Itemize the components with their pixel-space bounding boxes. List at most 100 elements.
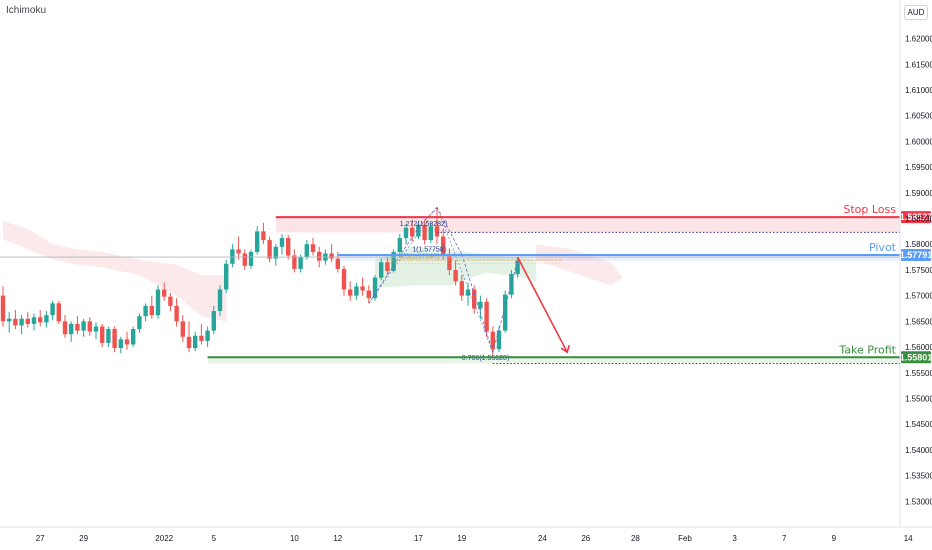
candle-body	[124, 339, 130, 345]
pattern-leg	[436, 207, 463, 255]
candle-body	[422, 224, 427, 241]
candle-body	[217, 289, 223, 312]
fib-label: 1.272(1.58282)	[400, 221, 447, 228]
candle-body	[304, 244, 309, 258]
candle-body	[149, 305, 154, 316]
price-tick-label: 1.61000	[905, 86, 932, 95]
indicator-name: Ichimoku	[6, 5, 47, 16]
candle-body	[193, 335, 198, 349]
candle-body	[236, 249, 241, 254]
candle-body	[286, 238, 291, 256]
candle-body	[93, 326, 99, 332]
take-profit-zone	[207, 356, 901, 364]
candle-body	[230, 249, 235, 264]
candle-body	[279, 238, 285, 247]
candle-body	[360, 286, 365, 291]
candle-body	[447, 254, 452, 270]
candle-body	[267, 240, 272, 259]
time-tick-label: 24	[538, 534, 547, 543]
time-tick-label: Feb	[678, 534, 692, 543]
candle-body	[7, 318, 12, 322]
stop-loss-zone	[275, 216, 900, 233]
candle-body	[38, 317, 43, 323]
candle-body	[31, 317, 37, 324]
trade-zones	[207, 216, 901, 364]
price-tick-label: 1.57000	[905, 292, 932, 301]
time-tick-label: 17	[414, 534, 423, 543]
candle-body	[87, 321, 92, 332]
stop-loss-price-tag-text: 1.58527	[900, 212, 932, 222]
candle-body	[162, 289, 167, 297]
time-tick-label: 9	[832, 534, 837, 543]
candle-body	[261, 231, 266, 241]
time-tick-label: 12	[333, 534, 342, 543]
candle-body	[100, 326, 105, 343]
candle-body	[397, 238, 402, 252]
candle-body	[199, 335, 204, 341]
candle-body	[335, 258, 340, 269]
pattern-leg	[492, 260, 518, 353]
candle-body	[329, 253, 334, 259]
candle-body	[50, 303, 55, 316]
currency-badge[interactable]: AUD	[904, 5, 928, 20]
target-arrow-head	[560, 344, 570, 354]
candle-body	[19, 318, 24, 326]
cloud-red	[3, 221, 227, 322]
candle-body	[410, 227, 415, 237]
pivot-price-tag	[901, 248, 931, 261]
candle-body	[13, 318, 18, 326]
candle-body	[465, 289, 471, 296]
candle-body	[81, 321, 86, 331]
candle-body	[478, 301, 483, 309]
candle-body	[186, 336, 192, 349]
time-tick-label: 5	[212, 534, 217, 543]
candle-body	[310, 244, 316, 252]
candle-body	[255, 231, 260, 252]
candle-body	[403, 227, 409, 239]
candle-body	[354, 286, 359, 296]
candle-body	[25, 318, 30, 324]
price-tick-label: 1.59000	[905, 189, 932, 198]
candle-body	[155, 289, 161, 316]
candle-body	[459, 281, 464, 296]
time-tick-label: 2022	[155, 534, 173, 543]
price-tick-label: 1.59500	[905, 163, 932, 172]
price-tick-label: 1.53000	[905, 497, 932, 506]
take-profit-price-tag-text: 1.55801	[900, 352, 932, 362]
candle-body	[434, 226, 440, 237]
candle-body	[391, 251, 396, 271]
candle-body	[224, 263, 229, 290]
price-tick-label: 1.53500	[905, 472, 932, 481]
candle-body	[0, 295, 6, 322]
candle-body	[143, 305, 148, 317]
candle-body	[472, 289, 477, 309]
candle-body	[366, 290, 371, 299]
time-tick-label: 19	[457, 534, 466, 543]
candle-body	[292, 255, 297, 269]
stop-loss-label: Stop Loss	[843, 203, 896, 216]
price-tick-label: 1.55000	[905, 394, 932, 403]
price-tick-label: 1.60000	[905, 137, 932, 146]
fib-label: 1(1.57758)	[412, 246, 446, 253]
candle-body	[490, 331, 495, 350]
candle-body	[242, 253, 247, 266]
price-tick-label: 1.54500	[905, 420, 932, 429]
candle-body	[441, 236, 446, 255]
time-tick-label: 27	[36, 534, 45, 543]
candle-body	[503, 294, 508, 331]
candle-body	[75, 323, 80, 331]
time-tick-label: 29	[79, 534, 88, 543]
time-axis: 27 29 2022 5 10 12 17 19 24 26 28 Feb 3 7 9 14	[0, 526, 932, 543]
candle-body	[56, 303, 61, 322]
pivot-price-tag-text: 1.57791	[900, 250, 932, 260]
take-profit-price-tag	[901, 351, 931, 364]
candle-body	[131, 329, 136, 345]
candle-body	[515, 260, 520, 275]
pattern-leg	[461, 254, 494, 353]
fib-label: 0.786(1.55628)	[462, 355, 509, 362]
price-tick-label: 1.62000	[905, 35, 932, 44]
candle-body	[372, 277, 378, 299]
time-tick-label: 14	[904, 534, 913, 543]
candle-body	[416, 224, 421, 237]
